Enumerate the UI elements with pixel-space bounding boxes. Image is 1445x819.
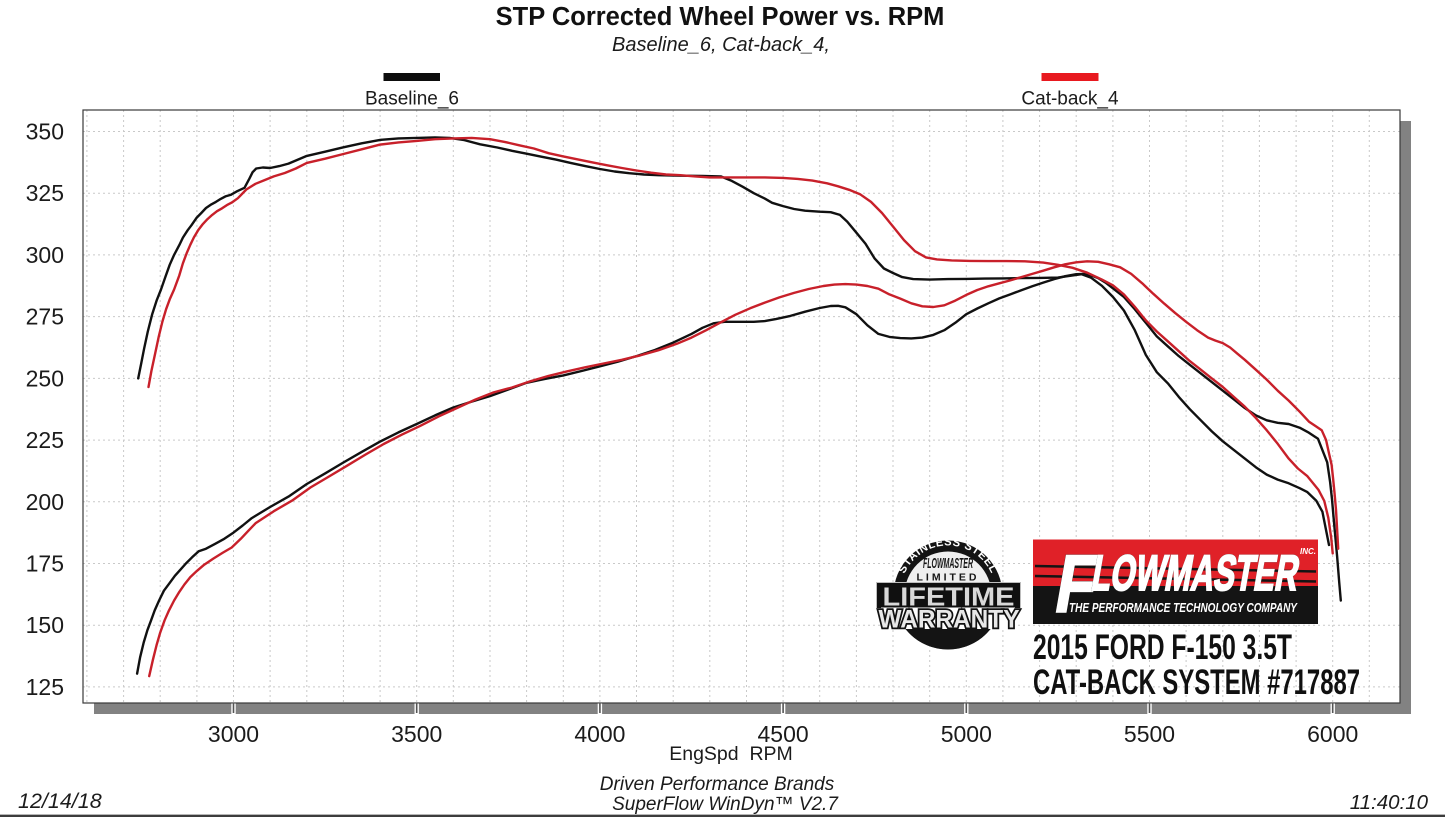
svg-text:325: 325	[26, 180, 64, 206]
svg-text:350: 350	[26, 119, 64, 145]
svg-text:INC.: INC.	[1300, 547, 1316, 556]
svg-text:300: 300	[26, 242, 64, 268]
svg-text:225: 225	[26, 427, 64, 453]
svg-text:250: 250	[26, 365, 64, 391]
svg-text:Driven Performance Brands: Driven Performance Brands	[600, 774, 835, 795]
svg-text:Baseline_6: Baseline_6	[365, 89, 459, 110]
svg-text:CAT-BACK SYSTEM #717887: CAT-BACK SYSTEM #717887	[1033, 663, 1360, 702]
svg-text:5500: 5500	[1124, 721, 1175, 747]
svg-text:200: 200	[26, 489, 64, 515]
svg-text:125: 125	[26, 674, 64, 700]
svg-text:275: 275	[26, 304, 64, 330]
svg-text:5000: 5000	[941, 721, 992, 747]
svg-text:STP Corrected Wheel Power vs.: STP Corrected Wheel Power vs. RPM	[496, 3, 945, 31]
svg-text:4000: 4000	[574, 721, 625, 747]
svg-text:EngSpd RPM: EngSpd RPM	[669, 743, 793, 765]
svg-text:175: 175	[26, 551, 64, 577]
svg-text:Cat-back_4: Cat-back_4	[1021, 89, 1119, 110]
svg-text:Baseline_6, Cat-back_4,: Baseline_6, Cat-back_4,	[612, 34, 830, 56]
svg-text:12/14/18: 12/14/18	[18, 789, 102, 813]
svg-text:WARRANTY: WARRANTY	[879, 606, 1020, 634]
svg-text:2015 FORD F-150 3.5T: 2015 FORD F-150 3.5T	[1033, 628, 1292, 667]
svg-text:6000: 6000	[1307, 721, 1358, 747]
svg-text:LIMITED: LIMITED	[917, 572, 980, 584]
svg-text:3000: 3000	[208, 721, 259, 747]
svg-text:3500: 3500	[391, 721, 442, 747]
svg-text:LOWMASTER: LOWMASTER	[1088, 544, 1304, 601]
svg-text:FLOWMASTER: FLOWMASTER	[923, 556, 973, 572]
svg-text:LOWMASTER: LOWMASTER	[1088, 544, 1304, 601]
svg-text:11:40:10: 11:40:10	[1350, 791, 1429, 814]
svg-text:SuperFlow WinDyn™ V2.7: SuperFlow WinDyn™ V2.7	[612, 794, 839, 815]
svg-text:4500: 4500	[758, 721, 809, 747]
svg-text:150: 150	[26, 612, 64, 638]
svg-text:THE PERFORMANCE TECHNOLOGY COM: THE PERFORMANCE TECHNOLOGY COMPANY	[1069, 600, 1298, 615]
svg-text:LIFETIME: LIFETIME	[883, 582, 1015, 612]
